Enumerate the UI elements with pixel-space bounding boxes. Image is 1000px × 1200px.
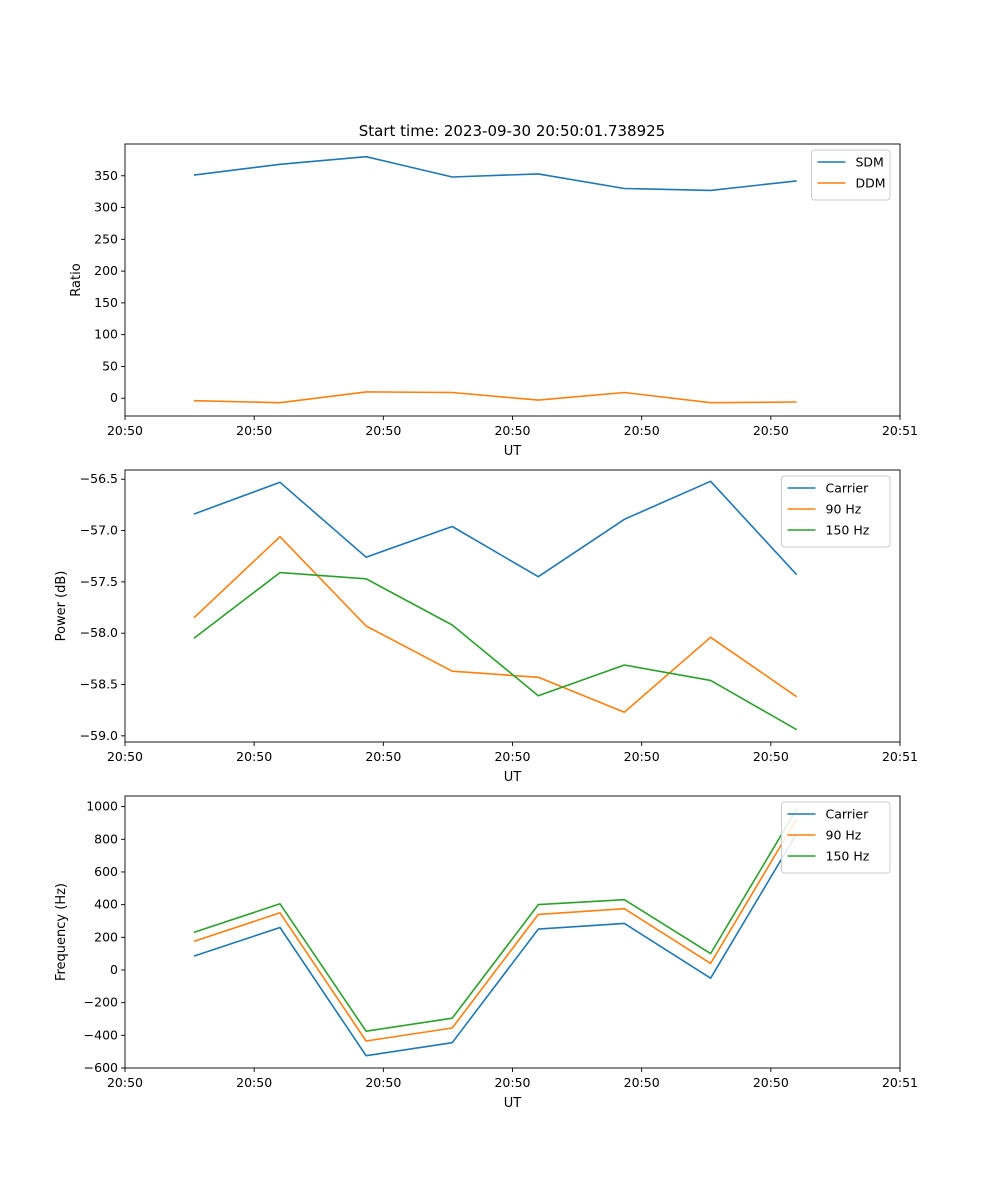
y-tick-label: 200 [94,263,118,278]
legend-label: 150 Hz [826,523,870,538]
x-tick-label: 20:50 [107,423,143,438]
x-tick-label: 20:50 [753,749,789,764]
y-tick-label: 250 [94,231,118,246]
series-line-sdm [193,155,797,192]
y-tick-label: −56.5 [80,471,118,486]
y-tick-label: 50 [102,358,118,373]
x-tick-label: 20:50 [365,423,401,438]
x-tick-label: 20:50 [624,1075,660,1090]
x-tick-label: 20:50 [753,423,789,438]
y-axis-label: Frequency (Hz) [54,883,69,981]
y-tick-label: −57.5 [80,574,118,589]
x-tick-label: 20:50 [107,1075,143,1090]
y-tick-label: 0 [110,390,118,405]
series-line-carrier [193,833,798,1057]
legend-label: 150 Hz [826,849,870,864]
x-tick-label: 20:51 [882,423,918,438]
y-tick-label: 400 [94,897,118,912]
legend: Carrier 90 Hz 150 Hz [781,475,891,548]
y-tick-label: 0 [110,962,118,977]
x-tick-label: 20:50 [236,423,272,438]
x-tick-label: 20:50 [365,749,401,764]
y-tick-label: 800 [94,831,118,846]
series-line-90-hz [193,535,798,714]
y-tick-label: 600 [94,864,118,879]
x-tick-label: 20:50 [624,749,660,764]
x-tick-label: 20:50 [494,423,530,438]
legend-label: 90 Hz [826,502,862,517]
y-axis-label: Power (dB) [54,571,69,642]
x-tick-label: 20:50 [107,749,143,764]
legend: SDM DDM [811,149,891,201]
x-tick-label: 20:50 [494,1075,530,1090]
y-tick-label: −600 [84,1060,118,1075]
y-tick-label: 300 [94,200,118,215]
x-tick-label: 20:51 [882,749,918,764]
x-axis-label: UT [504,770,522,785]
figure-title: Start time: 2023-09-30 20:50:01.738925 [359,122,665,140]
x-axis-label: UT [504,444,522,459]
y-tick-label: −400 [84,1027,118,1042]
x-tick-label: 20:50 [753,1075,789,1090]
y-tick-label: 350 [94,168,118,183]
x-tick-label: 20:50 [236,749,272,764]
chart-panel-2: −59.0 −58.5 −58.0 −57.5 −57.0 −56.5 20:50 20:50… [54,469,918,785]
legend: Carrier 90 Hz 150 Hz [781,801,891,874]
y-axis-label: Ratio [69,263,84,296]
series-line-150-hz [193,808,798,1032]
chart-panel-3: −600 −400 −200 0 200 400 600 800 1000 20:50 20:50 2… [54,795,918,1111]
legend-label: DDM [856,176,886,191]
legend-label: Carrier [826,807,870,822]
y-tick-label: −59.0 [80,728,118,743]
y-tick-label: 100 [94,327,118,342]
y-tick-label: −58.0 [80,625,118,640]
x-axis-label: UT [504,1096,522,1111]
y-tick-label: 150 [94,295,118,310]
y-tick-label: −57.0 [80,523,118,538]
x-tick-label: 20:50 [236,1075,272,1090]
x-tick-label: 20:50 [365,1075,401,1090]
series-line-carrier [193,480,798,578]
y-tick-label: 1000 [86,799,118,814]
x-tick-label: 20:50 [494,749,530,764]
y-tick-label: −58.5 [80,677,118,692]
chart-panel-1: 0 50 100 150 200 250 300 350 20:50 20:50 20:50 20:5… [69,143,918,459]
series-line-90-hz [193,818,798,1042]
y-tick-label: 200 [94,929,118,944]
legend-label: 90 Hz [826,828,862,843]
legend-label: Carrier [826,481,870,496]
x-tick-label: 20:51 [882,1075,918,1090]
series-line-150-hz [193,571,798,731]
series-line-ddm [193,391,797,404]
legend-label: SDM [856,155,884,170]
y-tick-label: −200 [84,995,118,1010]
x-tick-label: 20:50 [624,423,660,438]
